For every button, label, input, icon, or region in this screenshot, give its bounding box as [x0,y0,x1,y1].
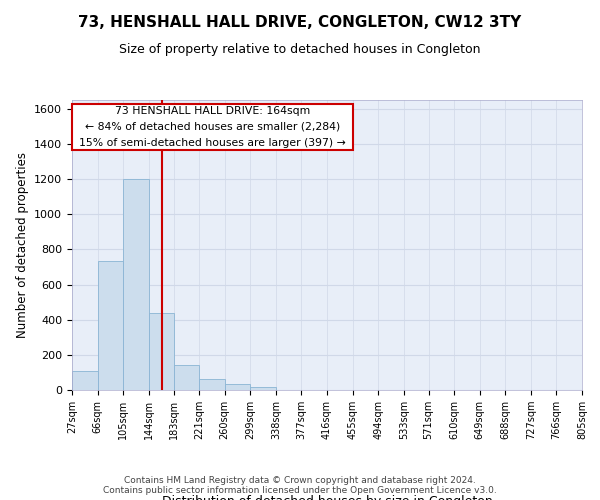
Bar [250,387,276,390]
Bar [174,364,199,390]
Text: Contains HM Land Registry data © Crown copyright and database right 2024.
Contai: Contains HM Land Registry data © Crown c… [103,476,497,495]
Bar [98,261,123,390]
Bar [149,312,174,390]
Bar [199,380,225,390]
Bar [123,179,149,390]
Text: 73, HENSHALL HALL DRIVE, CONGLETON, CW12 3TY: 73, HENSHALL HALL DRIVE, CONGLETON, CW12… [79,15,521,30]
FancyBboxPatch shape [72,104,353,150]
Text: 73 HENSHALL HALL DRIVE: 164sqm
← 84% of detached houses are smaller (2,284)
15% : 73 HENSHALL HALL DRIVE: 164sqm ← 84% of … [79,106,346,148]
Text: Size of property relative to detached houses in Congleton: Size of property relative to detached ho… [119,42,481,56]
Bar [72,370,98,390]
X-axis label: Distribution of detached houses by size in Congleton: Distribution of detached houses by size … [161,495,493,500]
Bar [225,384,250,390]
Y-axis label: Number of detached properties: Number of detached properties [16,152,29,338]
